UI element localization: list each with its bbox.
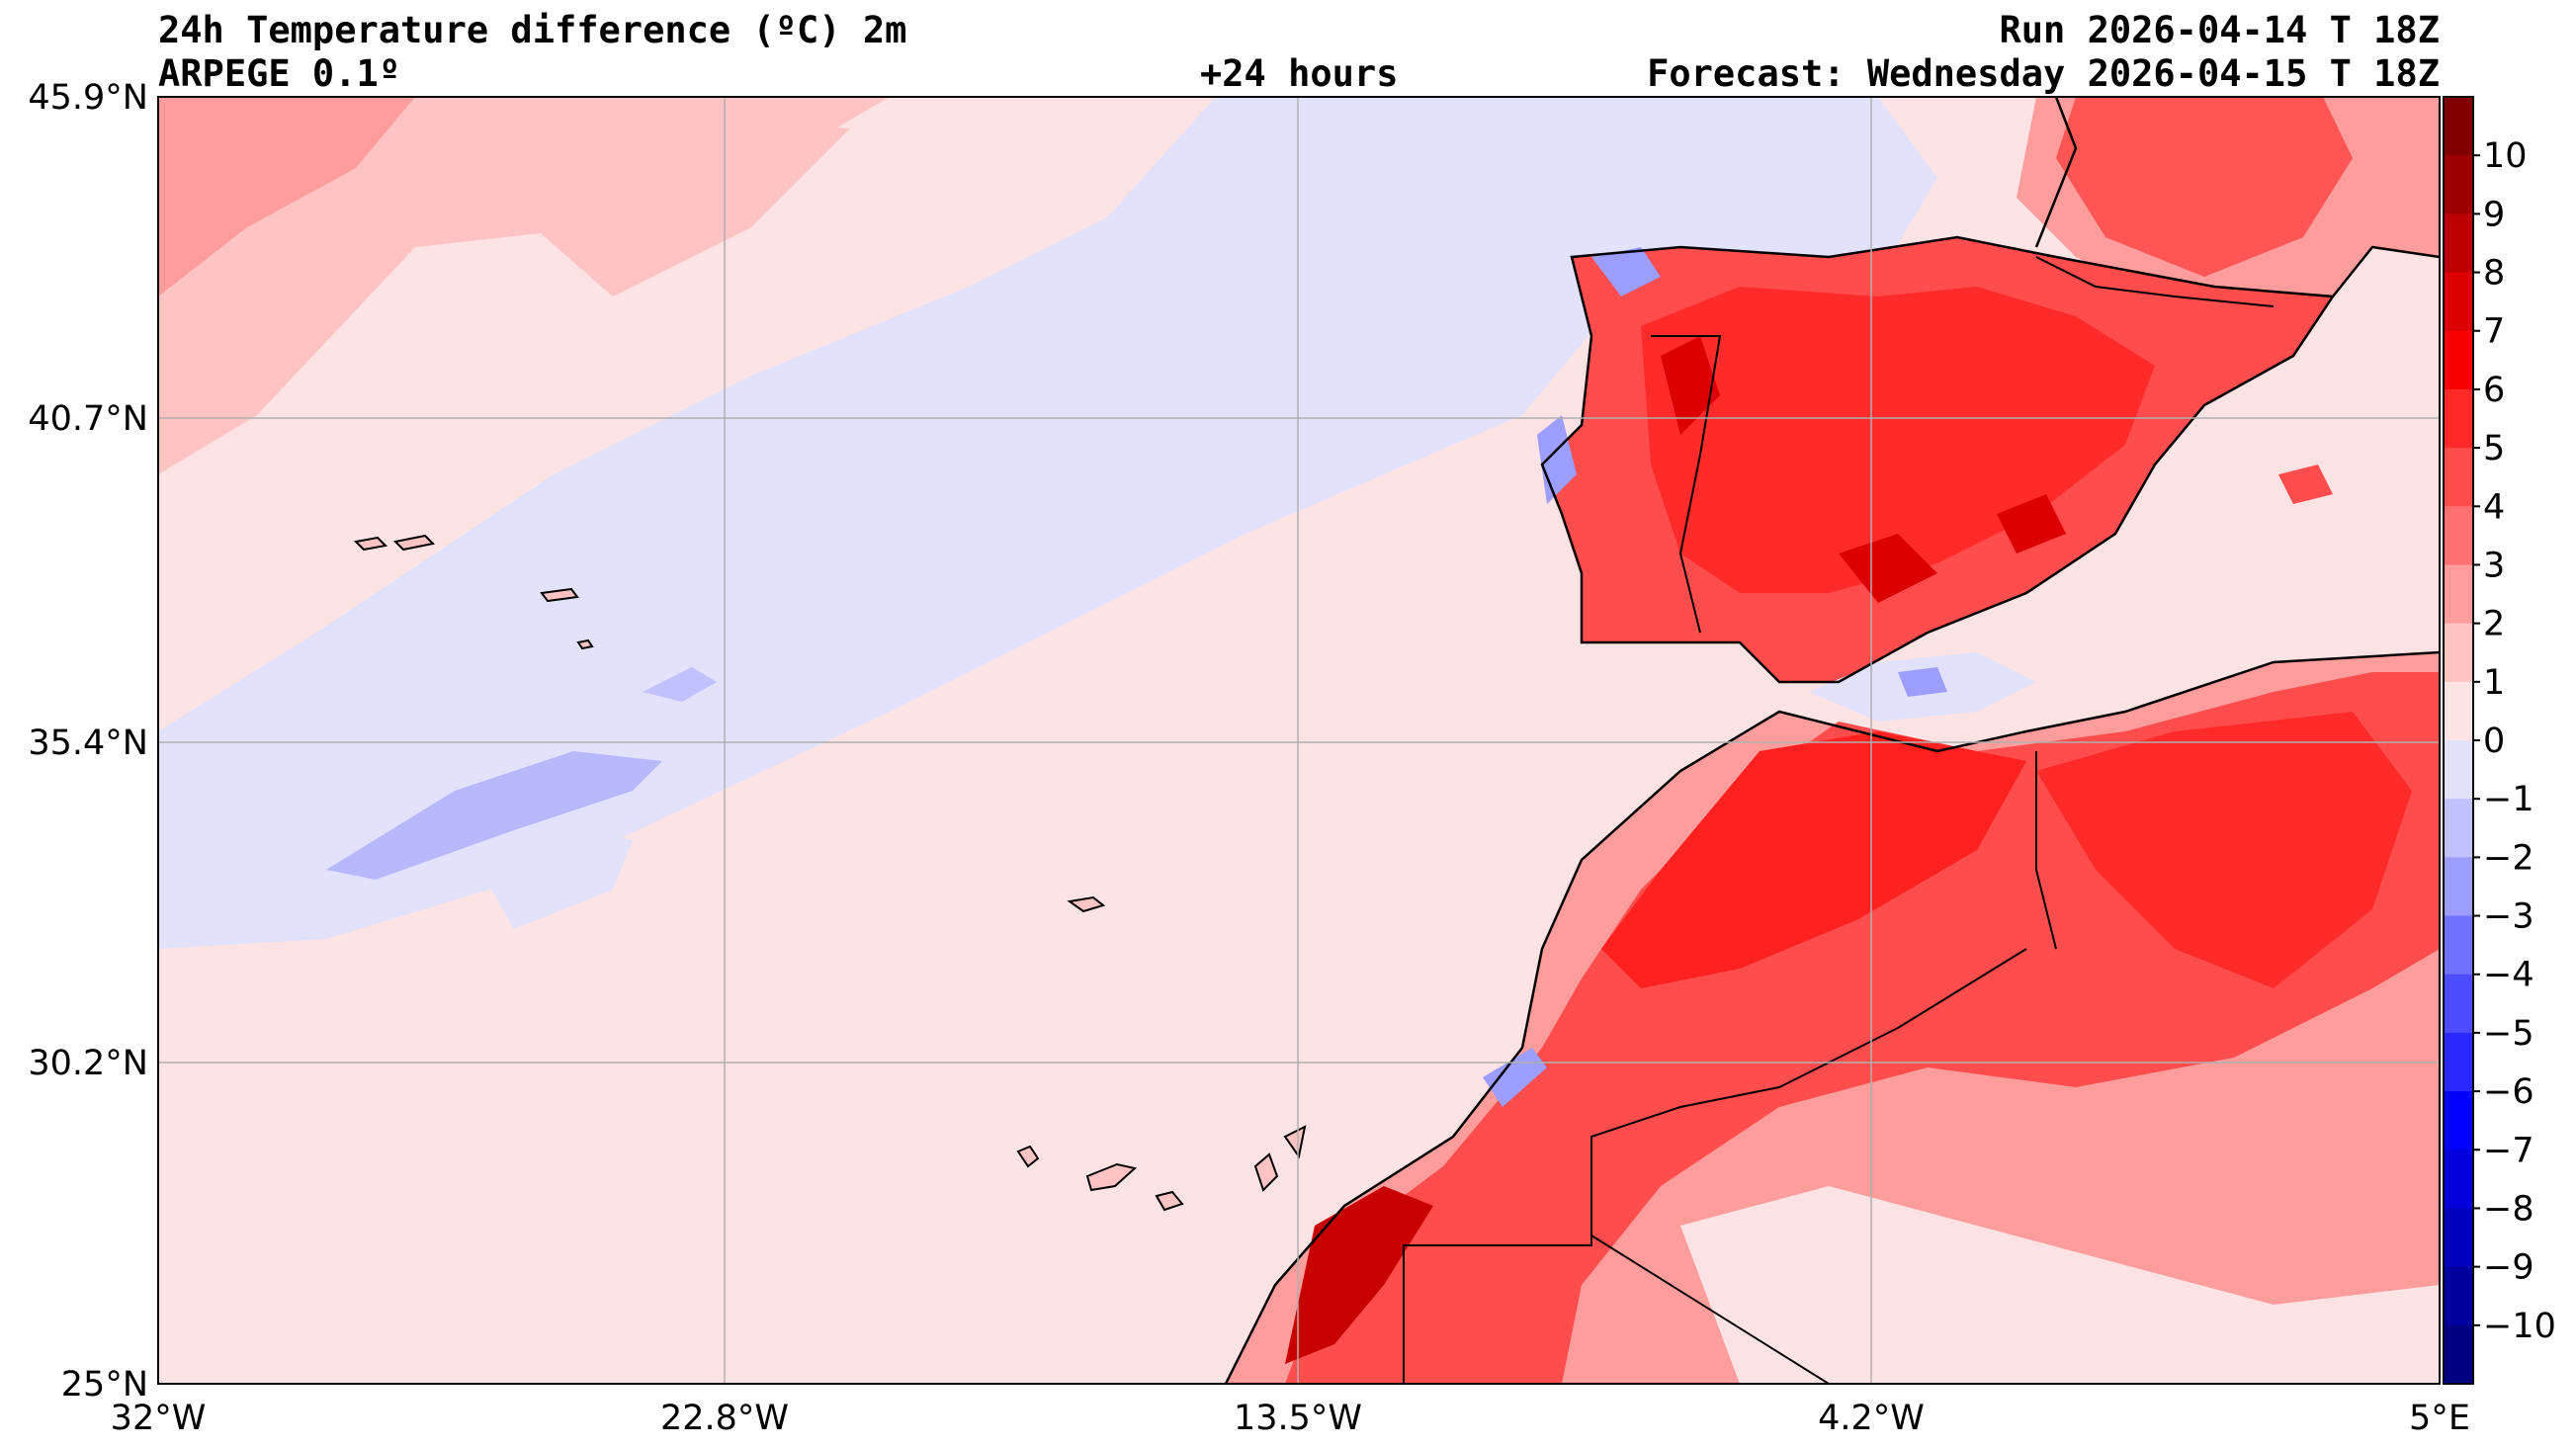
sardinia-island	[2278, 465, 2333, 504]
azores-negative-spot	[643, 667, 717, 702]
colorbar-swatch	[2444, 272, 2473, 332]
colorbar-label: 7	[2483, 312, 2505, 352]
colorbar-swatch	[2444, 857, 2473, 917]
plot-frame	[157, 96, 2441, 1385]
colorbar-swatch	[2444, 974, 2473, 1034]
france-coastline	[2034, 97, 2440, 298]
colorbar-swatch	[2444, 1032, 2473, 1092]
colorbar-label: −2	[2483, 838, 2534, 878]
colorbar-swatch	[2444, 213, 2473, 274]
colorbar-label: 3	[2483, 546, 2505, 585]
country-borders	[1403, 256, 2275, 1384]
model-label: ARPEGE 0.1º	[158, 52, 401, 95]
colorbar-label: 5	[2483, 429, 2505, 468]
azores-islands	[353, 534, 594, 650]
colorbar-label: 8	[2483, 254, 2505, 294]
colorbar-swatch	[2444, 388, 2473, 449]
colorbar-label: 6	[2483, 371, 2505, 410]
canary-islands	[1016, 1125, 1307, 1212]
lat-label: 35.4°N	[28, 724, 148, 763]
forecast-label: Forecast: Wednesday 2026-04-15 T 18Z	[1647, 52, 2440, 95]
portugal-coast-cold	[1537, 415, 1577, 504]
ocean-negative-streak	[326, 751, 662, 880]
colorbar-swatch	[2444, 564, 2473, 625]
run-label: Run 2026-04-14 T 18Z	[1999, 9, 2440, 51]
colorbar-swatch	[2444, 1150, 2473, 1209]
colorbar-label: 0	[2483, 722, 2505, 761]
africa-coastline	[1224, 650, 2440, 1384]
colorbar-swatch	[2444, 448, 2473, 507]
colorbar-label: −9	[2483, 1248, 2534, 1288]
colorbar-label: −3	[2483, 897, 2534, 937]
colorbar-label: −7	[2483, 1131, 2534, 1170]
galicia-cold-spot	[1591, 247, 1661, 297]
algeria-warm-core	[2036, 712, 2412, 988]
alboran-cold-spot	[1898, 667, 1947, 697]
iberia-hot-spots	[1661, 336, 2066, 603]
colorbar-swatch	[2444, 740, 2473, 800]
colorbar-label: −4	[2483, 956, 2534, 995]
lon-label: 5°E	[2409, 1399, 2470, 1438]
colorbar-swatch	[2444, 1208, 2473, 1268]
colorbar-label: −5	[2483, 1014, 2534, 1054]
colorbar-label: 9	[2483, 195, 2505, 234]
colorbar-label: −10	[2483, 1307, 2556, 1346]
north-warm-patch-2	[158, 97, 415, 297]
colorbar-label: 10	[2483, 136, 2528, 176]
lat-label: 25°N	[61, 1365, 148, 1405]
sahara-light-zone	[1680, 1186, 2440, 1384]
colorbar-label: 4	[2483, 487, 2505, 527]
colorbar-swatch	[2444, 506, 2473, 565]
map-plot-area	[158, 97, 2440, 1384]
colorbar-swatch	[2444, 799, 2473, 858]
colorbar-label: 2	[2483, 605, 2505, 644]
lon-axis: 32°W 22.8°W 13.5°W 4.2°W 5°E	[111, 1399, 2470, 1438]
colorbar-swatch	[2444, 1266, 2473, 1326]
colorbar-swatch	[2444, 330, 2473, 390]
lon-label: 32°W	[111, 1399, 207, 1438]
colorbar-swatch	[2444, 915, 2473, 976]
colorbar-swatch	[2444, 155, 2473, 214]
colorbar-swatch	[2444, 681, 2473, 741]
colorbar-swatch	[2444, 1091, 2473, 1150]
lat-label: 30.2°N	[28, 1044, 148, 1083]
colorbar-swatch	[2444, 97, 2473, 156]
colorbar-swatch	[2444, 623, 2473, 683]
colorbar-swatch	[2444, 1324, 2473, 1385]
colorbar-label: −1	[2483, 780, 2534, 819]
madeira-island	[1067, 895, 1106, 913]
morocco-hot-core	[1601, 731, 2026, 988]
graticule	[158, 97, 2440, 1384]
europe-warm-core	[2056, 97, 2353, 277]
lat-label: 40.7°N	[28, 399, 148, 439]
lead-time-label: +24 hours	[1200, 52, 1399, 95]
lon-label: 22.8°W	[660, 1399, 789, 1438]
colorbar-label: 1	[2483, 663, 2505, 703]
lon-label: 4.2°W	[1818, 1399, 1925, 1438]
colorbar-label: −8	[2483, 1189, 2534, 1229]
colorbar-label: −6	[2483, 1072, 2534, 1112]
north-warm-patch-3	[534, 119, 850, 297]
chart-title: 24h Temperature difference (ºC) 2m	[158, 9, 907, 51]
ocean-negative-blob	[474, 820, 633, 929]
lon-label: 13.5°W	[1234, 1399, 1362, 1438]
iberia-coastline	[1540, 235, 2336, 684]
lat-axis: 45.9°N 40.7°N 35.4°N 30.2°N 25°N	[28, 78, 148, 1405]
lat-label: 45.9°N	[28, 78, 148, 118]
ocean-negative-band	[158, 97, 1937, 949]
